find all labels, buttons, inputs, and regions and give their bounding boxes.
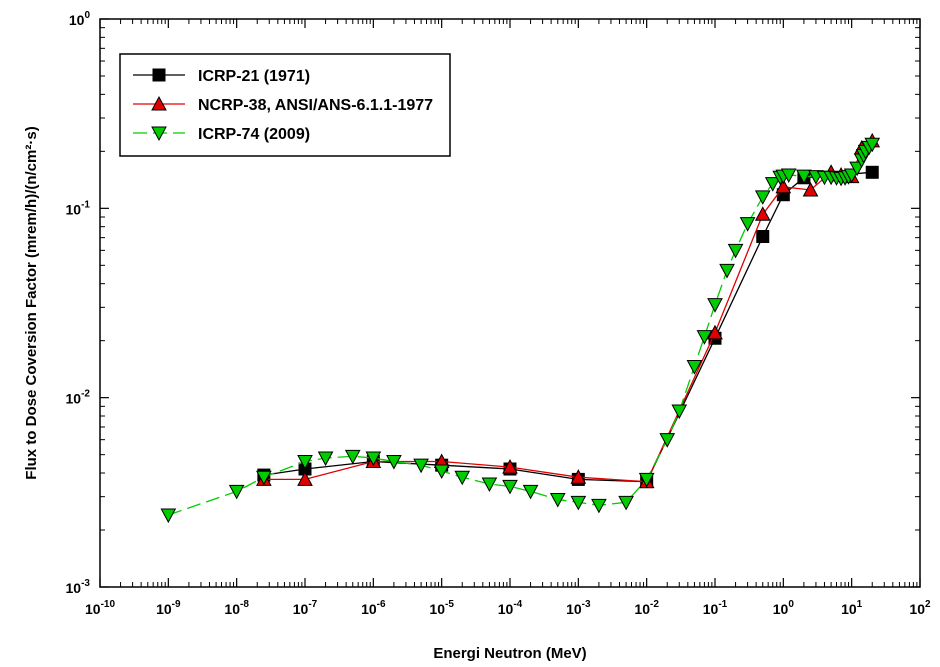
series-1: [257, 165, 879, 489]
triangle-down-marker: [780, 168, 797, 184]
x-tick-label: 10-8: [224, 599, 249, 617]
legend-label: NCRP-38, ANSI/ANS-6.1.1-1977: [198, 97, 433, 114]
legend-triangle-up-marker: [151, 95, 167, 111]
x-tick-label: 10-5: [429, 599, 454, 617]
triangle-down-marker: [796, 169, 812, 185]
x-tick-label: 102: [909, 599, 931, 617]
square-marker: [756, 229, 770, 243]
triangle-up-marker: [775, 178, 792, 194]
triangle-down-marker: [671, 404, 688, 420]
series-2: [256, 132, 881, 489]
x-tick-label: 10-2: [634, 599, 659, 617]
triangle-down-marker: [256, 470, 272, 486]
triangle-down-marker: [454, 470, 471, 486]
triangle-down-marker: [344, 449, 361, 465]
triangle-down-marker: [764, 177, 781, 192]
triangle-down-marker: [228, 484, 245, 500]
legend-box: [119, 53, 451, 157]
triangle-down-marker: [727, 243, 744, 259]
x-tick-label: 10-10: [85, 599, 115, 617]
triangle-up-marker: [570, 469, 587, 484]
y-tick-label: 10-3: [66, 578, 91, 596]
triangle-down-marker: [570, 495, 587, 511]
triangle-down-marker: [638, 472, 655, 488]
triangle-down-marker: [365, 451, 382, 467]
series-line: [168, 143, 873, 516]
triangle-down-marker: [719, 263, 735, 279]
triangle-down-marker: [591, 498, 607, 514]
triangle-down-marker: [864, 137, 881, 153]
triangle-down-marker: [549, 492, 566, 508]
triangle-down-marker: [754, 190, 771, 205]
triangle-down-marker: [522, 484, 539, 500]
triangle-down-marker: [659, 433, 676, 448]
triangle-down-marker: [160, 508, 177, 524]
x-tick-labels: 10-10 10-9 10-8 10-7 10-6 10-5 10-4 10-3 10-2 10-…: [85, 599, 931, 617]
triangle-up-marker: [802, 181, 819, 197]
legend-triangle-down-marker: [151, 126, 167, 142]
triangle-up-marker: [502, 459, 518, 474]
y-tick-labels: 10-3 10-2 10-1 100: [66, 10, 91, 596]
y-axis-title: Flux to Dose Coversion Factor (mrem/h)/(…: [23, 126, 40, 479]
triangle-down-marker: [386, 455, 402, 470]
triangle-down-marker: [707, 298, 723, 313]
triangle-up-marker: [707, 324, 723, 340]
legend-square-marker: [152, 68, 166, 82]
series-layer: [160, 132, 881, 524]
triangle-down-marker: [618, 495, 634, 511]
x-tick-label: 10-3: [566, 599, 591, 617]
triangle-down-marker: [502, 479, 518, 495]
legend-label: ICRP-74 (2009): [198, 126, 310, 143]
x-tick-label: 10-4: [498, 599, 523, 617]
x-tick-label: 10-6: [361, 599, 386, 617]
triangle-down-marker: [413, 458, 429, 474]
square-marker: [865, 165, 879, 179]
triangle-down-marker: [696, 330, 713, 345]
triangle-down-marker: [739, 217, 756, 232]
legend-label: ICRP-21 (1971): [198, 68, 310, 85]
legend: ICRP-21 (1971) NCRP-38, ANSI/ANS-6.1.1-19…: [119, 53, 451, 157]
legend-entry: NCRP-38, ANSI/ANS-6.1.1-1977: [133, 95, 433, 114]
x-tick-label: 10-7: [293, 599, 318, 617]
triangle-down-marker: [433, 464, 450, 480]
x-tick-label: 10-9: [156, 599, 181, 617]
x-tick-label: 101: [841, 599, 863, 617]
triangle-up-marker: [754, 206, 771, 221]
triangle-down-marker: [297, 455, 313, 470]
y-tick-label: 100: [69, 10, 91, 28]
series-line: [263, 171, 873, 483]
y-tick-label: 10-1: [66, 199, 91, 217]
legend-entry: ICRP-74 (2009): [133, 126, 310, 143]
triangle-down-marker: [686, 360, 703, 375]
x-tick-label: 10-1: [703, 599, 728, 617]
legend-entries: ICRP-21 (1971) NCRP-38, ANSI/ANS-6.1.1-19…: [133, 68, 433, 143]
triangle-down-marker: [481, 477, 498, 493]
axis-ticks: [99, 18, 921, 588]
x-axis-title: Energi Neutron (MeV): [433, 645, 586, 662]
y-tick-label: 10-2: [66, 389, 91, 407]
series-3: [160, 137, 881, 524]
x-tick-label: 100: [773, 599, 795, 617]
triangle-up-marker: [297, 471, 313, 486]
legend-entry: ICRP-21 (1971): [133, 68, 310, 85]
triangle-down-marker: [317, 451, 334, 467]
